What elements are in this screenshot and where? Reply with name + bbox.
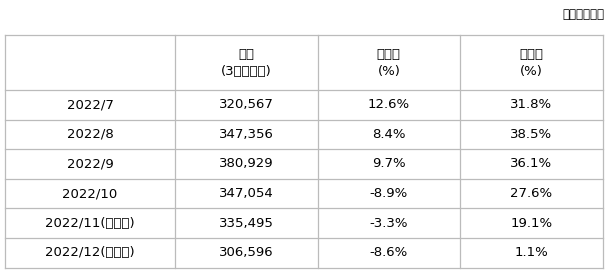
Text: 335,495: 335,495 xyxy=(219,217,274,230)
Text: 36.1%: 36.1% xyxy=(510,158,553,170)
Text: 380,929: 380,929 xyxy=(219,158,274,170)
Text: 38.5%: 38.5% xyxy=(510,128,553,141)
Text: 9.7%: 9.7% xyxy=(372,158,405,170)
Text: 19.1%: 19.1% xyxy=(510,217,553,230)
Text: 2022/9: 2022/9 xyxy=(67,158,113,170)
Text: 12.6%: 12.6% xyxy=(368,98,410,111)
Text: 8.4%: 8.4% xyxy=(372,128,405,141)
Text: 347,356: 347,356 xyxy=(219,128,274,141)
Text: 2022/11(確定値): 2022/11(確定値) xyxy=(45,217,135,230)
Text: -8.9%: -8.9% xyxy=(370,187,408,200)
Text: 347,054: 347,054 xyxy=(219,187,274,200)
Text: 2022/8: 2022/8 xyxy=(67,128,113,141)
Text: 前月比
(%): 前月比 (%) xyxy=(377,48,401,78)
Text: 31.8%: 31.8% xyxy=(510,98,553,111)
Text: 1.1%: 1.1% xyxy=(514,246,548,259)
Text: 2022/12(暫定値): 2022/12(暫定値) xyxy=(45,246,135,259)
Text: 27.6%: 27.6% xyxy=(510,187,553,200)
Text: 306,596: 306,596 xyxy=(219,246,274,259)
Text: -3.3%: -3.3% xyxy=(370,217,408,230)
Text: 2022/7: 2022/7 xyxy=(67,98,113,111)
Text: 2022/10: 2022/10 xyxy=(62,187,118,200)
Text: 320,567: 320,567 xyxy=(219,98,274,111)
Text: 販売
(3ヶ月平均): 販売 (3ヶ月平均) xyxy=(221,48,272,78)
Text: -8.6%: -8.6% xyxy=(370,246,408,259)
Text: 前年比
(%): 前年比 (%) xyxy=(519,48,544,78)
Text: 単位：百万円: 単位：百万円 xyxy=(563,8,605,21)
